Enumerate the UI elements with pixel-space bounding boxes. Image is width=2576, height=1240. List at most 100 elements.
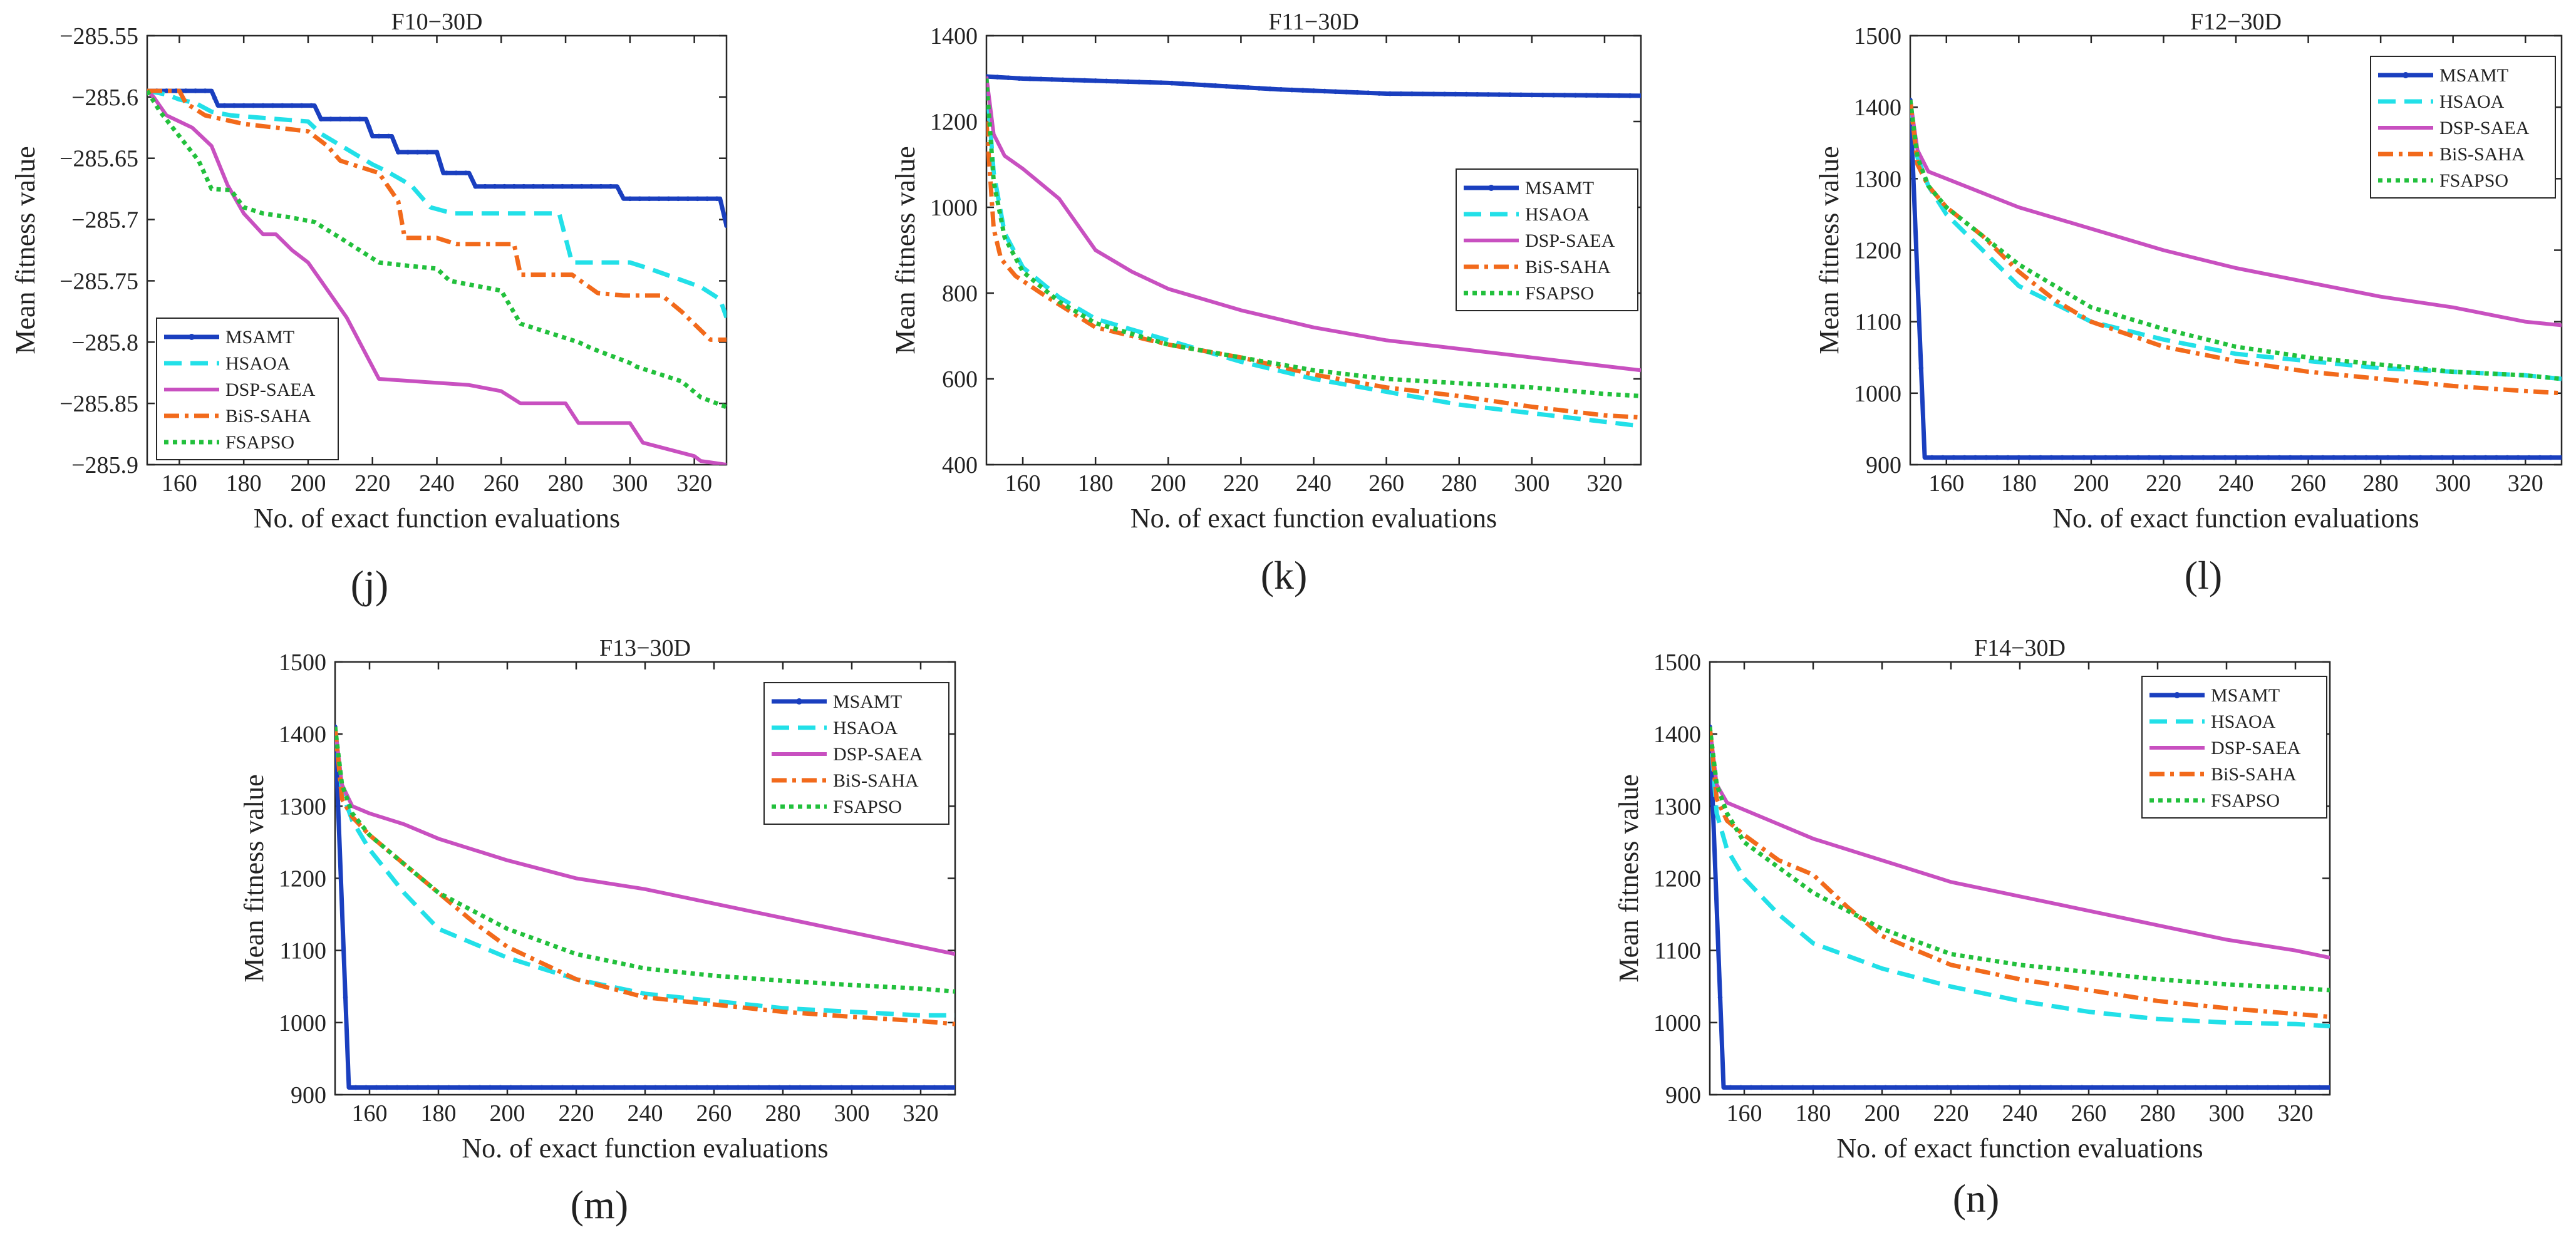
legend-label: MSAMT [2439,65,2508,86]
series-marker-msamt [1717,995,1723,1000]
series-marker-msamt [2515,455,2521,460]
x-tick-label: 320 [2508,470,2543,497]
x-tick-label: 280 [1441,470,1477,497]
y-tick-label: 1400 [1653,721,1701,748]
series-marker-msamt [673,1085,679,1090]
series-marker-msamt [1749,1085,1754,1090]
series-marker-msamt [1584,93,1589,98]
series-marker-msamt [2255,455,2260,460]
series-line-fsapso [335,726,955,994]
x-tick-label: 180 [1078,470,1114,497]
y-tick-label: 900 [291,1082,326,1108]
series-marker-msamt [1464,91,1469,97]
series-marker-msamt [1442,91,1447,97]
x-tick-label: 200 [2073,470,2109,497]
x-tick-label: 260 [484,470,519,497]
series-marker-msamt [2527,455,2532,460]
series-marker-msamt [849,1085,854,1090]
y-tick-label: −285.65 [59,146,138,172]
series-marker-msamt [2038,1085,2043,1090]
x-tick-label: 240 [628,1100,663,1127]
series-group [1710,724,2330,1090]
series-marker-msamt [338,116,343,121]
series-marker-msamt [1300,88,1305,93]
series-line-dsp-saea [986,76,1641,373]
series-marker-msamt [1453,91,1458,97]
series-marker-msamt [366,125,372,130]
series-marker-msamt [579,183,584,189]
series-marker-msamt [829,1085,834,1090]
series-marker-msamt [1496,92,1502,97]
series-marker-msamt [1169,80,1174,86]
series-marker-msamt [539,1085,544,1090]
x-tick-label: 320 [2278,1100,2314,1127]
legend-marker [2403,72,2409,78]
legend-label: MSAMT [833,691,902,712]
series-marker-msamt [2307,1085,2312,1090]
series-marker-msamt [1759,1085,1764,1090]
x-tick-label: 160 [1928,470,1964,497]
series-marker-msamt [797,1085,803,1090]
series-marker-msamt [746,1085,751,1090]
series-marker-msamt [1409,91,1415,96]
series-marker-msamt [1940,455,1945,460]
series-marker-msamt [2317,1085,2322,1090]
y-tick-label: 800 [942,281,978,307]
series-marker-msamt [2429,455,2434,460]
y-tick-label: 1100 [1654,938,1701,964]
series-marker-msamt [2224,1085,2229,1090]
series-marker-msamt [1945,1085,1950,1090]
series-line-dsp-saea [1710,726,2330,960]
x-tick-label: 220 [1933,1100,1969,1127]
series-marker-msamt [343,995,348,1000]
series-marker-msamt [457,1085,462,1090]
series-marker-msamt [521,183,527,189]
series-marker-msamt [183,88,189,93]
series-marker-msamt [1246,85,1251,90]
series-marker-msamt [1420,91,1425,96]
series-marker-msamt [1191,81,1196,87]
series-marker-msamt [463,170,468,176]
series-marker-msamt [405,150,411,155]
series-marker-msamt [1104,78,1109,84]
panel-label: (l) [2185,553,2222,597]
x-tick-label: 200 [290,470,326,497]
series-marker-msamt [289,103,295,108]
series-marker-msamt [601,1085,606,1090]
series-line-dsp-saea [147,89,727,465]
x-tick-label: 260 [696,1100,732,1127]
x-tick-label: 240 [419,470,455,497]
series-group [335,724,955,1090]
series-marker-msamt [1595,93,1600,98]
series-marker-msamt [735,1085,741,1090]
x-tick-label: 300 [612,470,648,497]
x-axis-label: No. of exact function evaluations [462,1133,828,1164]
y-tick-label: 1500 [1854,23,1901,49]
legend-marker [189,334,195,340]
series-marker-msamt [1137,80,1142,85]
series-marker-msamt [1060,77,1065,83]
series-marker-msamt [2179,455,2185,460]
chart-title: F14−30D [1974,635,2066,661]
series-marker-msamt [705,196,710,202]
series-marker-msamt [2265,1085,2270,1090]
series-marker-msamt [637,196,643,202]
series-marker-msamt [942,1085,948,1090]
series-marker-msamt [622,1085,627,1090]
series-line-fsapso [147,90,727,410]
series-marker-msamt [2266,455,2271,460]
series-marker-msamt [921,1085,927,1090]
y-axis-label: Mean fitness value [1613,774,1644,982]
y-axis-label: Mean fitness value [1814,146,1844,354]
series-marker-msamt [818,1085,824,1090]
legend-label: FSAPSO [225,432,294,453]
series-marker-msamt [2233,455,2238,460]
y-tick-label: 1000 [1854,381,1901,407]
y-tick-label: 1200 [279,866,326,892]
x-tick-label: 180 [1796,1100,1831,1127]
series-marker-msamt [643,1085,648,1090]
series-marker-msamt [1893,1085,1898,1090]
series-marker-msamt [425,1085,431,1090]
legend: MSAMT HSAOA DSP-SAEA BiS-SAHA FSAPSO [1456,168,1638,311]
series-marker-msamt [434,150,440,155]
